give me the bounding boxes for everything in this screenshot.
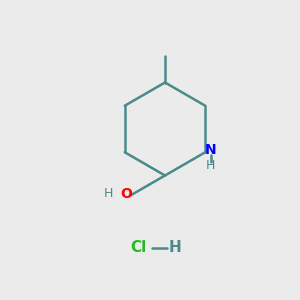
Text: O: O: [121, 187, 133, 200]
Text: Cl: Cl: [130, 240, 146, 255]
Text: N: N: [205, 143, 217, 157]
Text: H: H: [169, 240, 182, 255]
Text: H: H: [104, 187, 113, 200]
Text: H: H: [206, 159, 215, 172]
